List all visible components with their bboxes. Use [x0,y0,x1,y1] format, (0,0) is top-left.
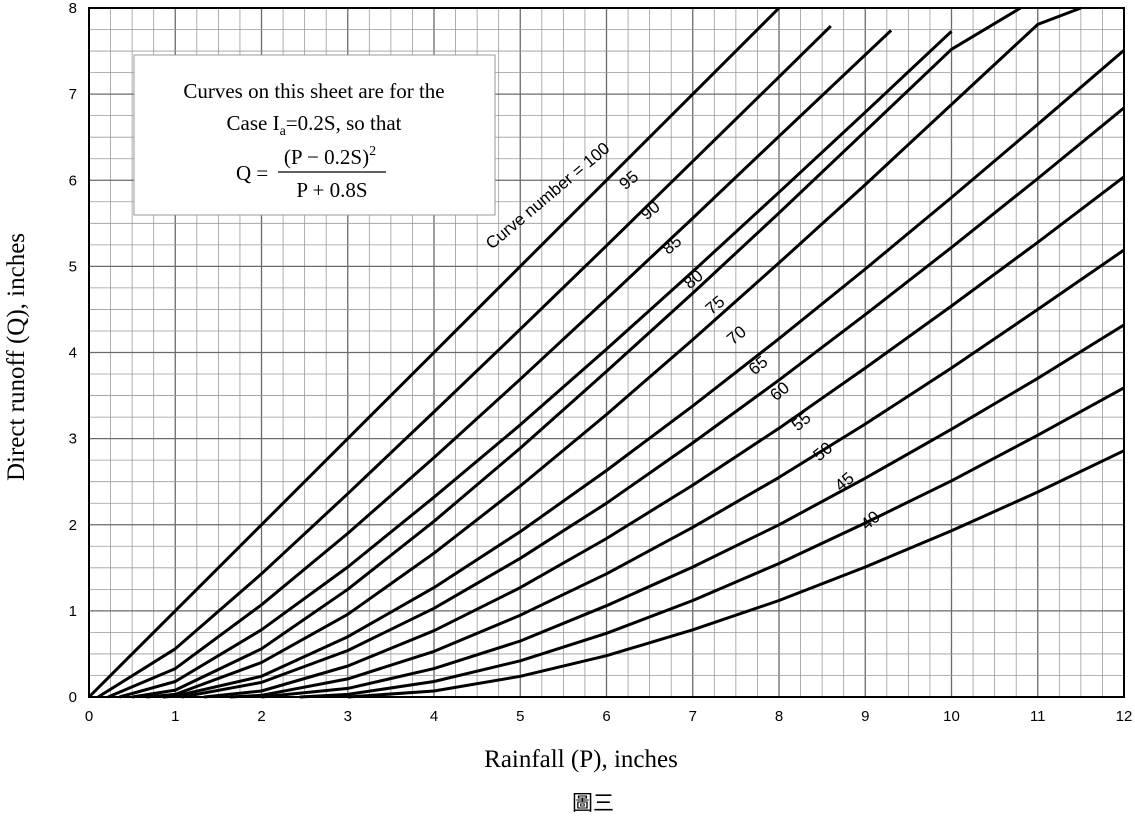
curve-cn-100 [87,6,781,699]
x-tick-label: 6 [602,708,610,725]
curve-cn-90 [107,29,893,699]
curve-label-50: 50 [810,438,837,465]
curve-labels: Curve number = 100 9590858075706560555045… [482,139,884,534]
plot-frame [88,7,1125,698]
curve-label-100: Curve number = 100 [482,139,613,253]
y-tick-label: 8 [69,0,77,17]
x-tick-label: 7 [689,708,697,725]
x-tick-labels: 0 1 2 3 4 5 6 7 8 9 10 11 12 [85,708,1133,725]
x-tick-label: 1 [171,708,179,725]
curve-cn-80 [131,6,1022,699]
x-tick-label: 8 [775,708,783,725]
y-tick-label: 3 [69,431,77,448]
y-tick-label: 7 [69,86,77,103]
x-axis-label: Rainfall (P), inches [484,746,678,773]
note-line-2: Case Ia=0.2S, so that [227,111,402,139]
curve-cn-75 [146,6,1082,699]
y-tick-label: 0 [69,689,77,706]
x-tick-label: 9 [861,708,869,725]
y-tick-label: 2 [69,517,77,534]
curve-cn-70 [162,49,1125,699]
x-tick-label: 10 [943,708,960,725]
curve-cn-50 [261,323,1125,699]
curve-label-95: 95 [615,167,642,194]
curve-label-70: 70 [723,322,750,349]
formula-note-box: Curves on this sheet are for the Case Ia… [133,54,496,216]
curve-label-55: 55 [788,408,815,435]
curve-cn-45 [299,386,1125,699]
x-tick-label: 0 [85,708,93,725]
note-line-1: Curves on this sheet are for the [183,79,444,103]
curve-label-60: 60 [766,378,793,405]
equation-lhs: Q = [236,161,268,185]
equation-numerator: (P − 0.2S)2 [284,144,376,169]
curve-label-75: 75 [702,292,729,319]
curve-label-45: 45 [831,468,858,495]
curve-label-80: 80 [680,266,707,293]
curve-label-40: 40 [857,507,884,534]
curve-label-65: 65 [745,352,772,379]
y-tick-label: 1 [69,603,77,620]
curve-cn-95 [97,25,832,699]
x-tick-label: 5 [516,708,524,725]
curve-cn-85 [118,30,953,699]
curve-cn-65 [181,106,1125,699]
x-tick-label: 4 [430,708,438,725]
x-tick-label: 12 [1116,708,1133,725]
figure-caption: 圖三 [572,791,614,815]
curve-label-90: 90 [637,197,664,224]
x-tick-label: 11 [1030,708,1046,725]
x-tick-label: 2 [257,708,265,725]
y-tick-label: 6 [69,172,77,189]
y-tick-label: 5 [69,258,77,275]
y-axis-label: Direct runoff (Q), inches [3,233,30,481]
y-tick-labels: 0 1 2 3 4 5 6 7 8 [69,0,77,706]
curve-label-85: 85 [659,232,686,259]
curve-cn-40 [347,449,1125,699]
note-box-frame [133,54,496,216]
curve-cn-60 [203,175,1125,699]
y-tick-label: 4 [69,345,77,362]
x-tick-label: 3 [344,708,352,725]
curve-cn-55 [230,248,1125,699]
chart-curves [87,6,1125,699]
equation-denominator: P + 0.8S [296,178,367,202]
